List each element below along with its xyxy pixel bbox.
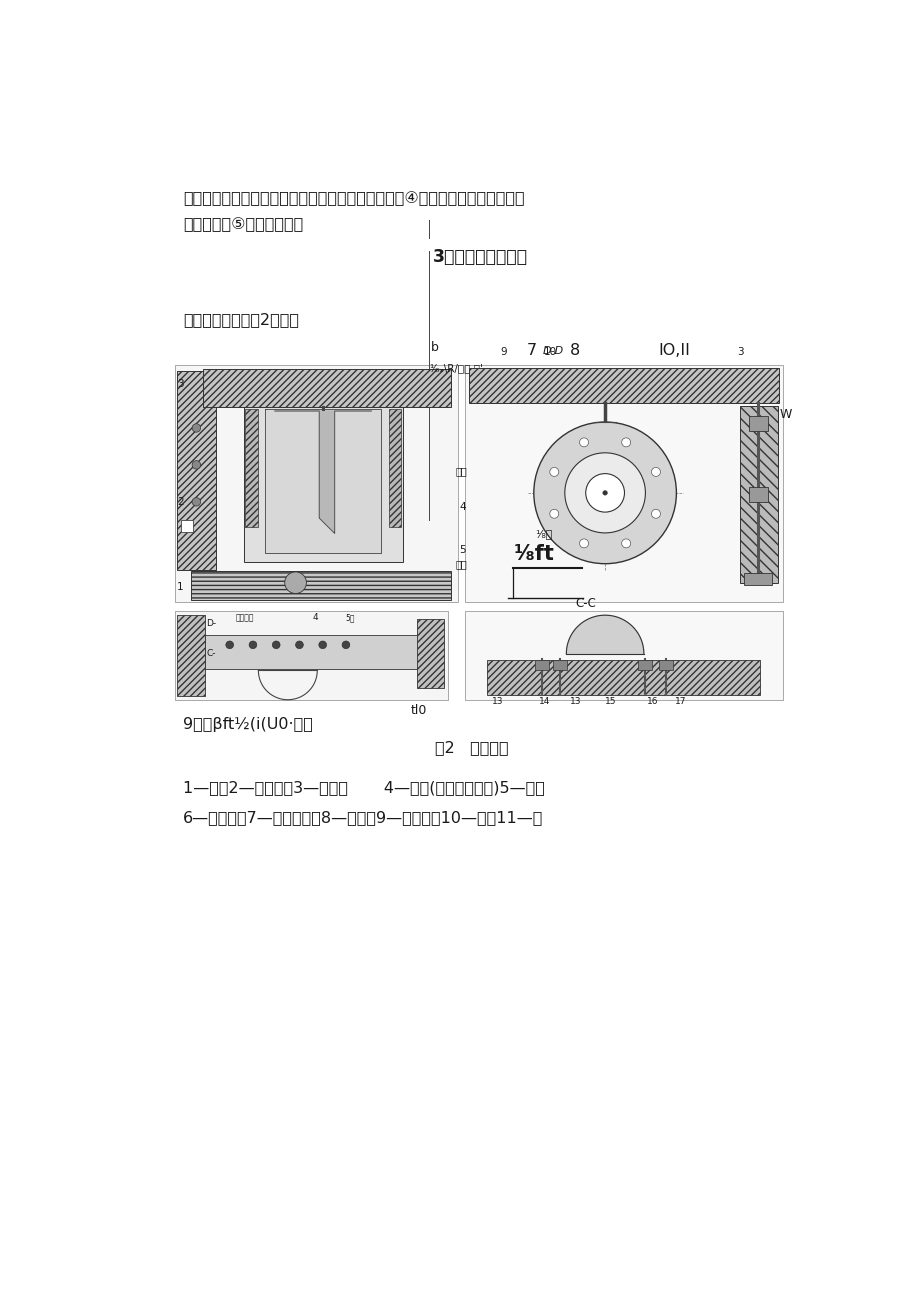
Text: 5曲: 5曲 [345,614,354,622]
Text: 13: 13 [569,696,581,705]
Text: 3: 3 [736,347,743,356]
Text: 14: 14 [539,696,550,705]
Text: b: b [431,341,438,354]
Text: 法兰各螺栓孔，背钩左、右法兰和中法兰各螺栓孔。④焊接，焊接已堆焊并精车: 法兰各螺栓孔，背钩左、右法兰和中法兰各螺栓孔。④焊接，焊接已堆焊并精车 [183,191,524,207]
Text: 1—螺钉2—机床接盘3—平衡块       4—工件(楔式闸阀阀体)5—球台: 1—螺钉2—机床接盘3—平衡块 4—工件(楔式闸阀阀体)5—球台 [183,781,544,796]
Bar [176,364,457,602]
Text: 3球面定位工装设计: 3球面定位工装设计 [432,247,528,265]
Bar [245,410,257,527]
Bar [748,487,766,502]
Text: 球窝: 球窝 [456,559,467,569]
Bar [638,660,652,670]
Text: 8: 8 [569,343,579,358]
Bar [486,660,759,695]
Circle shape [550,467,558,476]
Circle shape [192,461,200,470]
Text: tl0: tl0 [410,704,426,717]
Polygon shape [265,410,380,553]
Bar [417,619,444,688]
Circle shape [651,467,660,476]
Circle shape [621,539,630,548]
Text: 4: 4 [459,502,465,513]
Circle shape [192,424,200,432]
Text: 4: 4 [312,614,317,622]
Circle shape [579,539,588,548]
Text: 球面定位工装如图2所示。: 球面定位工装如图2所示。 [183,312,299,328]
Bar [176,611,448,700]
Circle shape [564,453,645,533]
Text: D-D: D-D [541,346,563,355]
Text: 1: 1 [176,582,183,592]
Circle shape [272,641,279,649]
Bar [388,410,401,527]
Circle shape [295,641,303,649]
Polygon shape [275,411,371,533]
Text: 13: 13 [492,696,503,705]
Text: 9定位βft½(i(U0·定心: 9定位βft½(i(U0·定心 [183,717,312,731]
Circle shape [602,490,607,496]
Bar [176,615,205,696]
Text: 9: 9 [500,347,506,356]
Bar [181,520,193,532]
Circle shape [225,641,233,649]
Bar [552,660,566,670]
Text: ¹⁄₈ft: ¹⁄₈ft [513,544,553,565]
Bar [740,406,777,583]
Bar [244,406,403,562]
Bar [191,571,451,600]
Circle shape [319,641,326,649]
Text: C-C: C-C [575,597,596,610]
Bar [658,660,672,670]
Circle shape [621,438,630,446]
Bar [534,660,548,670]
Circle shape [249,641,256,649]
Text: ¹⁄₈ₓ\R/法兰·面': ¹⁄₈ₓ\R/法兰·面' [429,363,483,373]
Bar [465,611,782,700]
Text: 阀座: 阀座 [456,467,467,476]
Bar [469,368,778,403]
Text: IO,II: IO,II [658,343,690,358]
Circle shape [651,509,660,518]
Text: 15: 15 [605,696,616,705]
Text: D-: D- [206,619,216,628]
Text: 5: 5 [459,545,465,554]
Circle shape [192,497,200,506]
Text: 图2   定位工装: 图2 定位工装 [434,740,508,756]
Text: C-: C- [206,649,216,658]
Text: 3: 3 [176,379,183,389]
Text: 好的阀座。⑤研磨密封面。: 好的阀座。⑤研磨密封面。 [183,217,303,232]
Text: W: W [778,409,790,422]
Circle shape [550,509,558,518]
Bar [202,368,451,407]
Bar [176,371,216,570]
Circle shape [585,474,624,513]
Polygon shape [566,615,643,653]
Text: 10: 10 [543,347,557,356]
Circle shape [284,572,306,593]
Bar [465,364,782,602]
Text: 17: 17 [675,696,686,705]
Circle shape [533,422,675,563]
Circle shape [579,438,588,446]
Text: 6—防脱组件7—压板较支座8—压紧块9—夹紧丝杠10—压板11—活: 6—防脱组件7—压板较支座8—压紧块9—夹紧丝杠10—压板11—活 [183,809,543,825]
Circle shape [342,641,349,649]
Bar [743,572,771,585]
Text: 7: 7 [527,343,537,358]
Bar [205,635,419,669]
Text: 16: 16 [646,696,658,705]
Text: 球合定位: 球合定位 [235,614,255,622]
Text: ¹⁄₈曲: ¹⁄₈曲 [535,530,551,539]
Text: 2: 2 [176,497,183,507]
Bar [748,416,766,431]
